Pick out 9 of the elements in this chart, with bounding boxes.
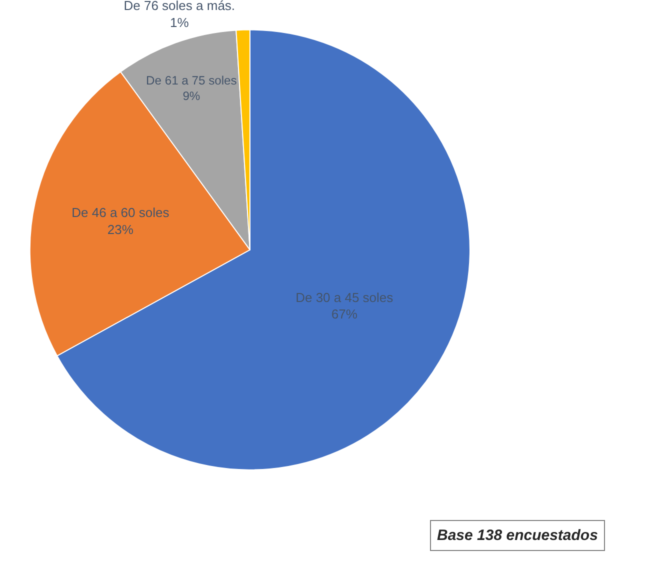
slice-label: De 76 soles a más. [124,0,236,14]
slice-label: De 46 a 60 soles [72,204,170,220]
data-label: 67% [331,306,358,322]
data-label: 1% [170,14,190,30]
slice-label: De 61 a 75 soles [146,73,237,88]
slice-label: De 30 a 45 soles [296,290,394,305]
data-label: 23% [107,222,134,237]
data-label: 9% [182,89,200,104]
text: Base 138 encuestados [437,527,598,544]
